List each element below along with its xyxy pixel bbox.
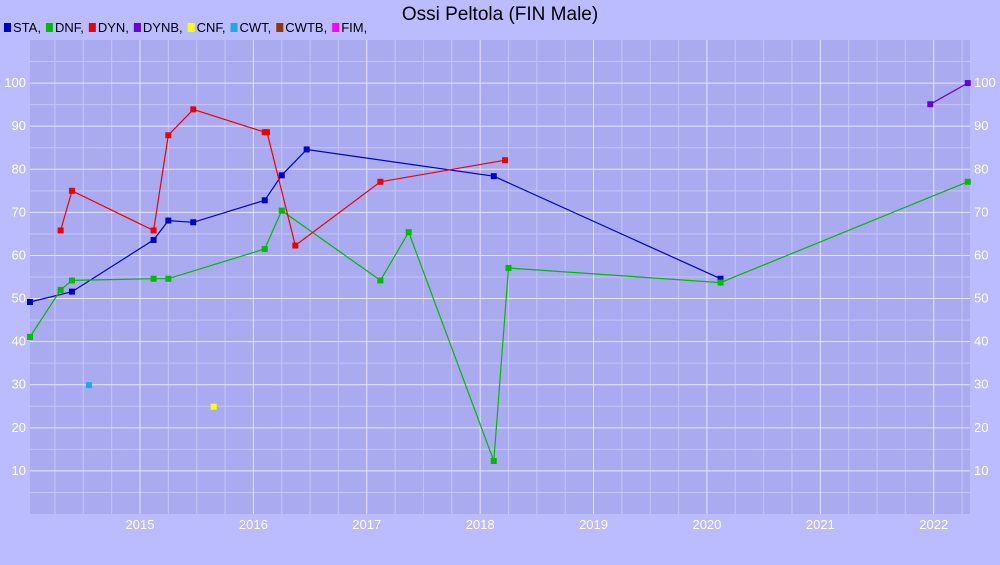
data-point — [165, 132, 172, 139]
legend-label: STA, — [13, 20, 41, 35]
data-point — [303, 146, 310, 153]
y-tick-label-left: 10 — [12, 463, 26, 478]
y-tick-label-left: 80 — [12, 161, 26, 176]
data-point — [717, 275, 724, 282]
legend-swatch — [187, 23, 195, 32]
y-tick-label-left: 60 — [12, 247, 26, 262]
x-tick-label: 2020 — [692, 517, 721, 532]
y-tick-label-left: 30 — [12, 377, 26, 392]
data-point — [190, 219, 197, 226]
data-point — [717, 279, 724, 286]
series-dnf — [27, 178, 971, 464]
data-point — [57, 286, 64, 293]
y-tick-label-right: 60 — [974, 247, 988, 262]
series-layer — [27, 80, 971, 464]
data-point — [27, 333, 33, 340]
y-tick-label-right: 100 — [974, 75, 996, 90]
grid-minor — [30, 40, 970, 514]
legend-label: CWTB, — [285, 20, 327, 35]
legend-swatch — [332, 23, 340, 32]
data-point — [405, 229, 412, 236]
legend-label: CNF, — [197, 20, 226, 35]
data-point — [502, 157, 509, 164]
data-point — [190, 106, 197, 113]
data-point — [490, 173, 497, 180]
legend-label: FIM, — [341, 20, 367, 35]
data-point — [165, 217, 172, 224]
y-tick-label-left: 90 — [12, 118, 26, 133]
data-point — [263, 129, 270, 136]
data-point — [68, 277, 75, 284]
x-tick-label: 2018 — [466, 517, 495, 532]
y-tick-label-left: 40 — [12, 334, 26, 349]
data-point — [377, 178, 384, 185]
data-point — [85, 382, 92, 389]
legend-label: DYNB, — [143, 20, 183, 35]
data-point — [292, 242, 299, 249]
y-tick-label-left: 70 — [12, 204, 26, 219]
legend-label: CWT, — [240, 20, 272, 35]
legend-label: DYN, — [98, 20, 129, 35]
data-point — [490, 457, 497, 464]
data-point — [261, 245, 268, 252]
data-point — [964, 178, 971, 185]
x-tick-label: 2019 — [579, 517, 608, 532]
x-tick-label: 2017 — [352, 517, 381, 532]
data-point — [150, 227, 157, 234]
legend-label: DNF, — [55, 20, 84, 35]
series-cwt — [85, 382, 92, 389]
y-tick-label-right: 70 — [974, 204, 988, 219]
series-line — [60, 108, 506, 247]
data-point — [377, 277, 384, 284]
series-line — [29, 148, 721, 303]
series-cnf — [210, 403, 217, 410]
series-sta — [27, 146, 724, 305]
data-point — [150, 275, 157, 282]
data-point — [165, 275, 172, 282]
data-point — [964, 80, 971, 87]
series-dyn — [57, 106, 509, 249]
y-tick-label-right: 20 — [974, 420, 988, 435]
data-point — [27, 298, 33, 305]
y-tick-label-left: 20 — [12, 420, 26, 435]
data-point — [278, 207, 285, 214]
series-line — [930, 82, 968, 105]
legend-swatch — [45, 23, 53, 32]
x-tick-label: 2015 — [126, 517, 155, 532]
legend-swatch — [4, 23, 11, 32]
data-point — [210, 403, 217, 410]
data-point — [57, 227, 64, 234]
data-point — [68, 187, 75, 194]
y-tick-label-right: 50 — [974, 291, 988, 306]
x-tick-label: 2022 — [919, 517, 948, 532]
legend: STA, DNF, DYN, DYNB, CNF, CWT, CWTB, FIM, — [4, 20, 367, 35]
data-point — [278, 172, 285, 179]
legend-swatch — [88, 23, 96, 32]
legend-swatch — [133, 23, 141, 32]
x-tick-label: 2016 — [239, 517, 268, 532]
y-tick-label-left: 100 — [4, 75, 26, 90]
x-tick-label: 2021 — [806, 517, 835, 532]
series-dynb — [927, 80, 971, 108]
data-point — [68, 288, 75, 295]
data-point — [927, 101, 934, 108]
legend-swatch — [276, 23, 284, 32]
y-tick-label-right: 30 — [974, 377, 988, 392]
y-tick-label-right: 80 — [974, 161, 988, 176]
y-tick-label-right: 10 — [974, 463, 988, 478]
chart-title: Ossi Peltola (FIN Male) — [402, 4, 598, 25]
y-tick-label-right: 90 — [974, 118, 988, 133]
y-tick-label-right: 40 — [974, 334, 988, 349]
data-point — [505, 264, 512, 271]
data-point — [150, 236, 157, 243]
y-tick-label-left: 50 — [12, 291, 26, 306]
data-point — [261, 197, 268, 204]
legend-swatch — [230, 23, 238, 32]
